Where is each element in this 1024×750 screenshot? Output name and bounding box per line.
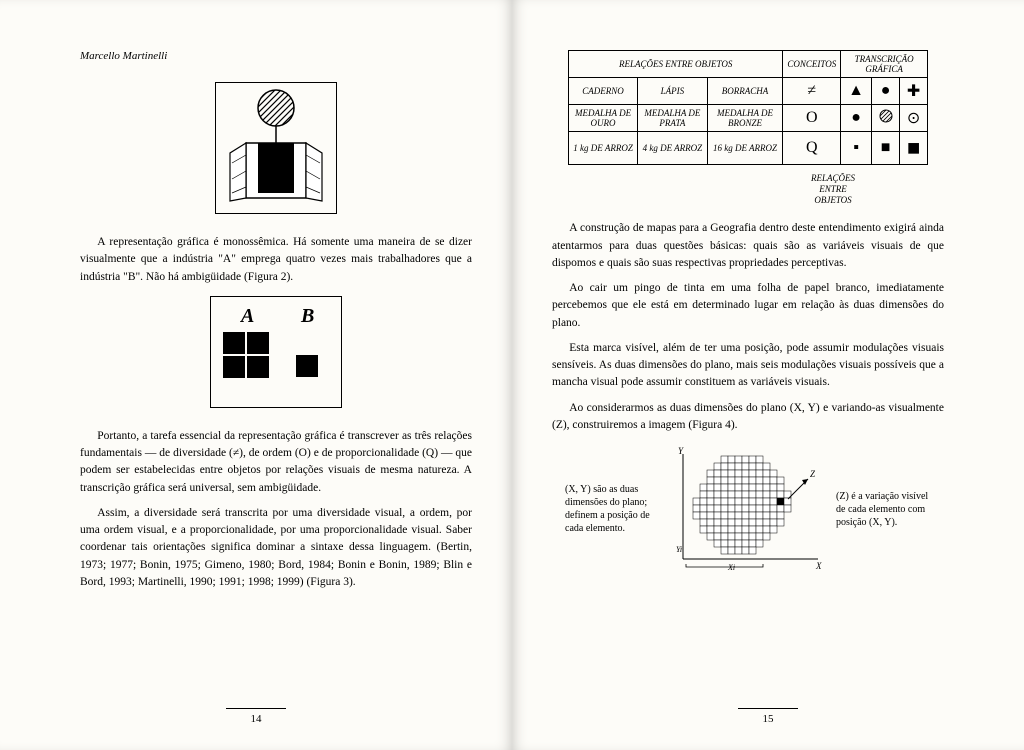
fig4-grid-icon: Y X Yi Xi Z	[668, 444, 828, 574]
table-cell: 4 kg DE ARROZ	[638, 132, 708, 165]
author-name: Marcello Martinelli	[80, 50, 472, 62]
symbol-diversity: ≠	[783, 78, 841, 105]
glyph-triangle: ▲	[841, 78, 872, 105]
glyph-plus: ✚	[900, 78, 928, 105]
glyph-circle-dot: ⊙	[900, 105, 928, 132]
left-para-3: Assim, a diversidade será transcrita por…	[80, 505, 472, 591]
figure-1	[80, 82, 472, 219]
table-cell: 16 kg DE ARROZ	[707, 132, 783, 165]
glyph-circle-hatched	[871, 105, 899, 132]
svg-text:Z: Z	[810, 469, 816, 479]
right-para-2: Ao cair um pingo de tinta em uma folha d…	[552, 280, 944, 332]
glyph-square-mid: ■	[871, 132, 899, 165]
fig2-label-b: B	[300, 305, 314, 327]
glyph-circle-black: ●	[841, 105, 872, 132]
table-caption: RELAÇÕESENTREOBJETOS	[552, 173, 944, 205]
svg-text:Yi: Yi	[676, 545, 682, 554]
figure-2: A B	[80, 296, 472, 413]
right-page: RELAÇÕES ENTRE OBJETOS CONCEITOS TRANSCR…	[512, 0, 1024, 750]
left-para-1: A representação gráfica é monossêmica. H…	[80, 234, 472, 286]
glyph-square-small: ▪	[841, 132, 872, 165]
glyph-square-large: ■	[900, 132, 928, 165]
table-cell: LÁPIS	[638, 78, 708, 105]
right-para-4: Ao considerarmos as duas dimensões do pl…	[552, 400, 944, 435]
svg-text:X: X	[815, 561, 822, 571]
svg-text:Xi: Xi	[727, 563, 735, 572]
table-cell: 1 kg DE ARROZ	[569, 132, 638, 165]
page-number-right: 15	[512, 708, 1024, 725]
table-cell: BORRACHA	[707, 78, 783, 105]
figure-4: (X, Y) são as duas dimensões do plano; d…	[552, 444, 944, 574]
table-cell: MEDALHA DE PRATA	[638, 105, 708, 132]
page-number-left: 14	[0, 708, 512, 725]
table-header-2: CONCEITOS	[783, 51, 841, 78]
fig4-caption-left: (X, Y) são as duas dimensões do plano; d…	[565, 483, 660, 535]
left-page: Marcello Martinelli A rep	[0, 0, 512, 750]
glyph-circle-solid: ●	[871, 78, 899, 105]
right-para-1: A construção de mapas para a Geografia d…	[552, 220, 944, 272]
table-cell: MEDALHA DE OURO	[569, 105, 638, 132]
table-cell: CADERNO	[569, 78, 638, 105]
symbol-quantity: Q	[783, 132, 841, 165]
table-header-1: RELAÇÕES ENTRE OBJETOS	[569, 51, 783, 78]
table-header-3: TRANSCRIÇÃO GRÁFICA	[841, 51, 928, 78]
fig4-caption-right: (Z) é a variação visível de cada element…	[836, 490, 931, 529]
symbol-order: O	[783, 105, 841, 132]
relations-table: RELAÇÕES ENTRE OBJETOS CONCEITOS TRANSCR…	[568, 50, 928, 165]
fig2-label-a: A	[239, 305, 254, 327]
left-para-2: Portanto, a tarefa essencial da represen…	[80, 428, 472, 497]
right-para-3: Esta marca visível, além de ter uma posi…	[552, 340, 944, 392]
table-cell: MEDALHA DE BRONZE	[707, 105, 783, 132]
